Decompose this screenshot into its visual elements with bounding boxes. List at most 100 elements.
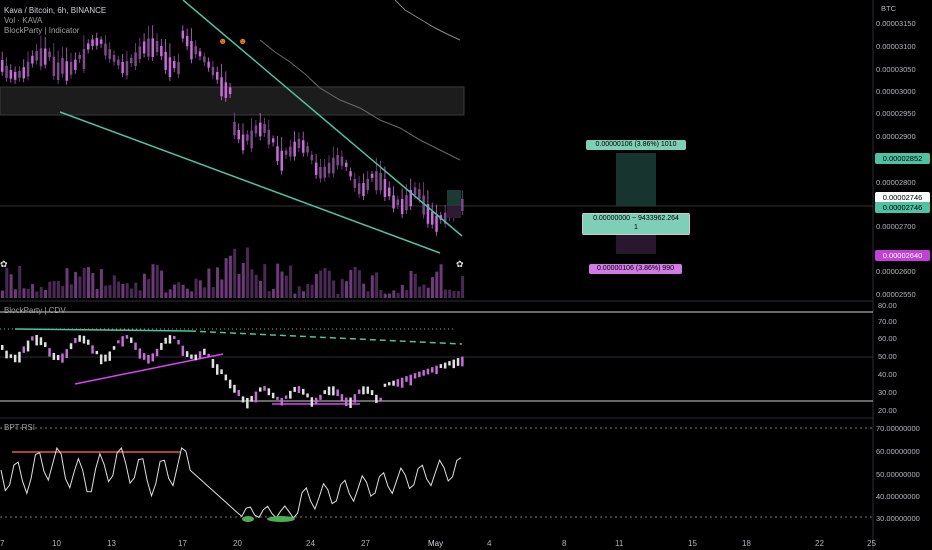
candle-body bbox=[396, 199, 400, 206]
volume-bar bbox=[138, 290, 142, 298]
cdv-candle bbox=[224, 374, 228, 381]
volume-bar bbox=[117, 281, 121, 298]
candle-body bbox=[104, 43, 107, 56]
stop-price-tag[interactable]: 0.00002640 bbox=[875, 250, 930, 261]
candle-body bbox=[65, 61, 68, 81]
alert-icon[interactable]: ☻ bbox=[238, 36, 247, 46]
cdv-candle bbox=[246, 397, 249, 409]
cdv-candle bbox=[52, 352, 56, 360]
cdv-candle bbox=[323, 390, 326, 395]
candle-body bbox=[413, 187, 417, 196]
cdv-candle bbox=[1, 345, 4, 350]
volume-bar bbox=[388, 293, 391, 298]
candle-body bbox=[246, 134, 249, 141]
candle-body bbox=[147, 38, 150, 57]
candle-body bbox=[284, 150, 288, 155]
candle-body bbox=[431, 211, 434, 225]
candle-body bbox=[35, 50, 38, 61]
cdv-candle bbox=[400, 377, 404, 388]
cdv-candle bbox=[413, 373, 417, 379]
candle-body bbox=[134, 52, 137, 67]
candle-body bbox=[142, 41, 146, 54]
cdv-candle bbox=[9, 354, 13, 358]
candle-body bbox=[82, 49, 86, 69]
volume-bar bbox=[39, 286, 43, 298]
stop-zone-small[interactable] bbox=[447, 206, 461, 218]
cdv-candle bbox=[39, 337, 43, 346]
cdv-candle bbox=[194, 354, 197, 361]
volume-bar bbox=[203, 287, 207, 298]
cdv-candle bbox=[392, 380, 395, 386]
cdv-candle bbox=[233, 384, 236, 393]
volume-bar bbox=[134, 282, 138, 298]
alert-icon[interactable]: ☻ bbox=[218, 36, 227, 46]
target-label[interactable]: 0.00000106 (3.86%) 1010 bbox=[586, 140, 686, 150]
candle-body bbox=[61, 57, 64, 74]
entry-price-tag[interactable]: 0.00002746 bbox=[875, 202, 930, 213]
cdv-tick: 70.00 bbox=[878, 317, 897, 326]
candle-body bbox=[130, 57, 133, 64]
entry-label[interactable]: 0.00000000 ~ 9433962.264 1 bbox=[582, 213, 690, 235]
indicator-legend[interactable]: BlockParty | Indicator bbox=[4, 26, 80, 35]
volume-bar bbox=[259, 280, 262, 298]
step-line-lower bbox=[259, 39, 461, 161]
cdv-candle bbox=[125, 335, 129, 339]
entry-label-main: 0.00000000 ~ 9433962.264 bbox=[593, 215, 679, 222]
cdv-candle bbox=[362, 386, 365, 395]
volume-bar bbox=[353, 266, 357, 298]
cdv-trend-dashed bbox=[189, 330, 463, 345]
cdv-candle bbox=[327, 386, 331, 396]
candle-body bbox=[280, 150, 283, 171]
cdv-candle bbox=[284, 395, 288, 399]
volume-bar bbox=[87, 267, 90, 298]
cdv-candle bbox=[35, 335, 38, 346]
volume-bar bbox=[250, 269, 254, 298]
cdv-candle bbox=[276, 396, 279, 400]
volume-bar bbox=[194, 278, 198, 298]
time-tick: 10 bbox=[52, 539, 61, 548]
rsi-tick: 70.00000000 bbox=[876, 424, 920, 433]
rsi-tick: 30.00000000 bbox=[876, 514, 920, 523]
cdv-tick: 80.00 bbox=[878, 301, 897, 310]
candle-body bbox=[323, 166, 326, 178]
volume-bar bbox=[276, 263, 280, 298]
candle-body bbox=[194, 46, 197, 55]
candle-body bbox=[138, 46, 142, 59]
target-zone-small[interactable] bbox=[447, 190, 461, 206]
rsi-legend[interactable]: BPT RSI bbox=[4, 423, 35, 432]
cdv-candle bbox=[31, 336, 34, 341]
candle-body bbox=[237, 129, 240, 140]
target-zone[interactable] bbox=[616, 153, 656, 206]
candle-body bbox=[78, 54, 81, 60]
volume-legend[interactable]: Vol · KAVA bbox=[4, 16, 43, 25]
cdv-tick: 30.00 bbox=[878, 388, 897, 397]
candle-body bbox=[267, 129, 271, 145]
symbol-title[interactable]: Kava / Bitcoin, 6h, BINANCE bbox=[4, 6, 107, 15]
candle-body bbox=[310, 154, 314, 161]
current-price-tag[interactable]: 0.00002746 bbox=[875, 192, 930, 203]
volume-bar bbox=[289, 265, 293, 298]
cdv-legend[interactable]: BlockParty | CDV bbox=[4, 306, 66, 315]
cdv-candle bbox=[18, 351, 21, 363]
volume-bar bbox=[198, 280, 202, 298]
volume-bar bbox=[336, 293, 340, 298]
volume-bar bbox=[5, 267, 9, 298]
volume-bar bbox=[147, 279, 151, 298]
candle-body bbox=[259, 122, 262, 137]
rsi-tick: 40.00000000 bbox=[876, 492, 920, 501]
volume-bar bbox=[405, 290, 409, 298]
candle-body bbox=[48, 51, 51, 57]
candle-body bbox=[185, 35, 189, 47]
cdv-candle bbox=[117, 340, 120, 344]
marker-icon[interactable]: ✿ bbox=[456, 259, 464, 269]
candle-body bbox=[112, 55, 116, 62]
time-tick: 25 bbox=[867, 539, 876, 548]
marker-icon[interactable]: ✿ bbox=[0, 259, 8, 269]
target-price-tag[interactable]: 0.00002852 bbox=[875, 153, 930, 164]
stop-label[interactable]: 0.00000106 (3.86%) 990 bbox=[589, 264, 682, 274]
volume-bar bbox=[99, 269, 103, 298]
candle-body bbox=[327, 162, 331, 174]
candle-body bbox=[293, 141, 296, 157]
cdv-candle bbox=[241, 396, 245, 403]
